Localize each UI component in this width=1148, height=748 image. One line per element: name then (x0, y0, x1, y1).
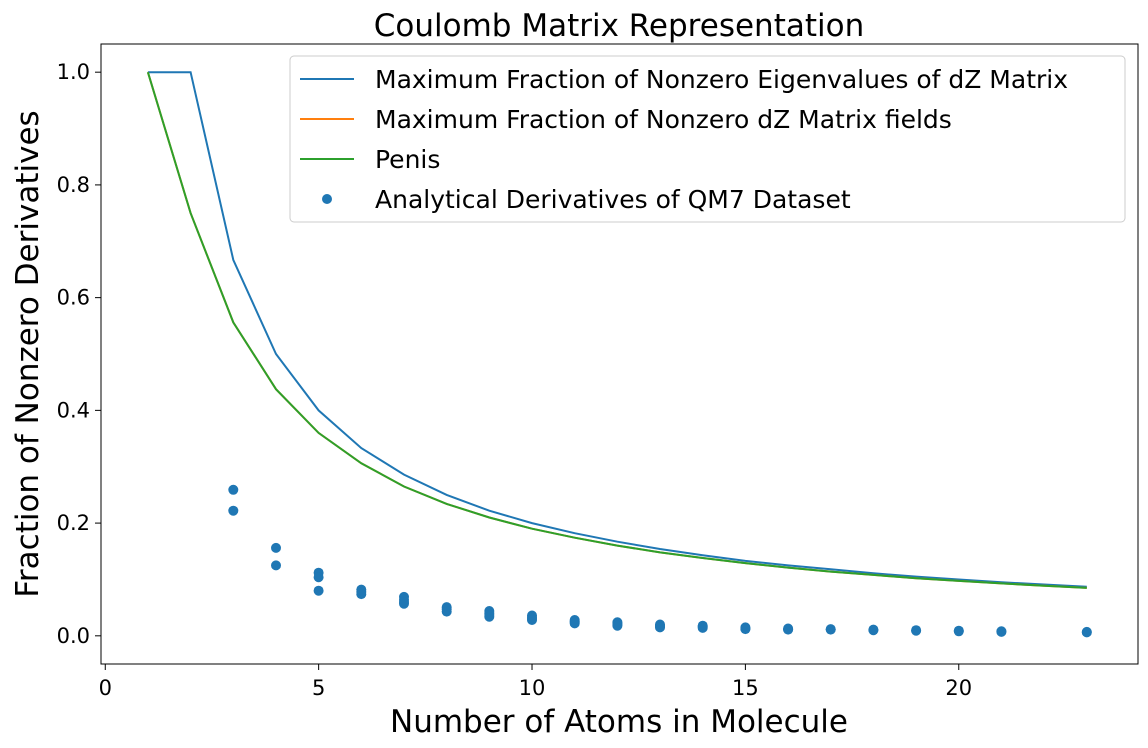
scatter-point (228, 505, 239, 516)
scatter-point (825, 624, 836, 635)
scatter-point (612, 620, 623, 631)
y-tick-label: 1.0 (57, 60, 90, 84)
scatter-point (911, 625, 922, 636)
scatter-point (697, 622, 708, 633)
scatter-point (356, 589, 367, 600)
y-tick-label: 0.4 (57, 398, 90, 422)
scatter-point (953, 626, 964, 637)
scatter-point (484, 611, 495, 622)
legend-swatch (322, 194, 332, 204)
plot-area (146, 71, 1092, 638)
scatter-point (527, 615, 537, 625)
legend-label: Analytical Derivatives of QM7 Dataset (375, 185, 851, 214)
scatter-point (313, 585, 324, 596)
scatter-point (399, 598, 409, 609)
scatter-point (655, 622, 665, 633)
y-tick-label: 0.2 (57, 511, 90, 535)
scatter-point (271, 560, 281, 571)
series-line-2 (146, 71, 1087, 589)
x-tick-label: 5 (312, 676, 325, 700)
x-axis-label: Number of Atoms in Molecule (390, 704, 848, 740)
x-tick-label: 15 (732, 676, 759, 700)
plot-frame (100, 43, 1139, 665)
chart-title: Coulomb Matrix Representation (374, 8, 864, 44)
x-tick-label: 0 (99, 676, 112, 700)
scatter-point (271, 542, 281, 553)
scatter-point (1081, 627, 1092, 638)
y-tick-label: 0.8 (57, 173, 90, 197)
legend: Maximum Fraction of Nonzero Eigenvalues … (289, 55, 1126, 223)
scatter-point (783, 624, 794, 635)
legend-label: Penis (375, 145, 440, 174)
scatter-point (441, 606, 452, 617)
series-line-0 (147, 71, 1087, 588)
x-tick-label: 20 (945, 676, 972, 700)
scatter-point (569, 618, 580, 629)
scatter-point (868, 625, 879, 636)
legend-box (289, 55, 1126, 223)
y-axis-label: Fraction of Nonzero Derivatives (10, 110, 46, 597)
scatter-point (313, 572, 324, 583)
y-axis: 0.0 0.2 0.4 0.6 0.8 1.0 (57, 60, 101, 648)
scatter-point (996, 626, 1007, 637)
legend-label: Maximum Fraction of Nonzero Eigenvalues … (375, 65, 1068, 94)
x-tick-label: 10 (519, 676, 546, 700)
y-tick-label: 0.6 (57, 286, 90, 310)
x-axis: 0 5 10 15 20 (99, 664, 972, 700)
scatter-point (228, 484, 239, 495)
y-tick-label: 0.0 (57, 624, 90, 648)
scatter-point (740, 624, 751, 635)
legend-label: Maximum Fraction of Nonzero dZ Matrix fi… (375, 105, 952, 134)
